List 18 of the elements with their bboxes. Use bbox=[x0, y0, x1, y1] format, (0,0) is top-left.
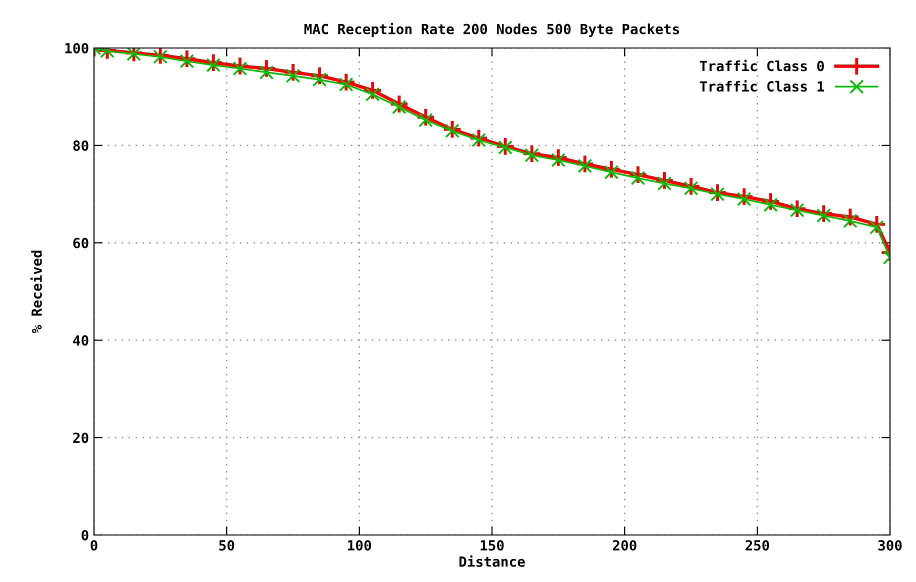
chart-title: MAC Reception Rate 200 Nodes 500 Byte Packets bbox=[304, 22, 680, 37]
x-tick-label: 0 bbox=[90, 540, 98, 551]
y-axis-title: % Received bbox=[30, 250, 42, 334]
y-tick-label: 80 bbox=[73, 140, 88, 151]
x-tick-label: 300 bbox=[878, 540, 902, 551]
x-axis-title: Distance bbox=[459, 555, 525, 567]
y-tick-label: 40 bbox=[73, 335, 88, 346]
y-tick-label: 20 bbox=[73, 432, 88, 444]
x-tick-label: 250 bbox=[746, 540, 770, 551]
x-tick-label: 200 bbox=[612, 540, 636, 551]
x-tick-label: 100 bbox=[348, 540, 372, 551]
x-tick-label: 50 bbox=[219, 540, 234, 551]
y-tick-label: 60 bbox=[73, 238, 88, 248]
legend-label: Traffic Class 1 bbox=[700, 80, 824, 92]
y-tick-label: 100 bbox=[65, 42, 88, 54]
y-tick-label: 0 bbox=[82, 530, 88, 540]
x-tick-label: 150 bbox=[480, 540, 504, 551]
legend-label: Traffic Class 0 bbox=[700, 60, 824, 72]
